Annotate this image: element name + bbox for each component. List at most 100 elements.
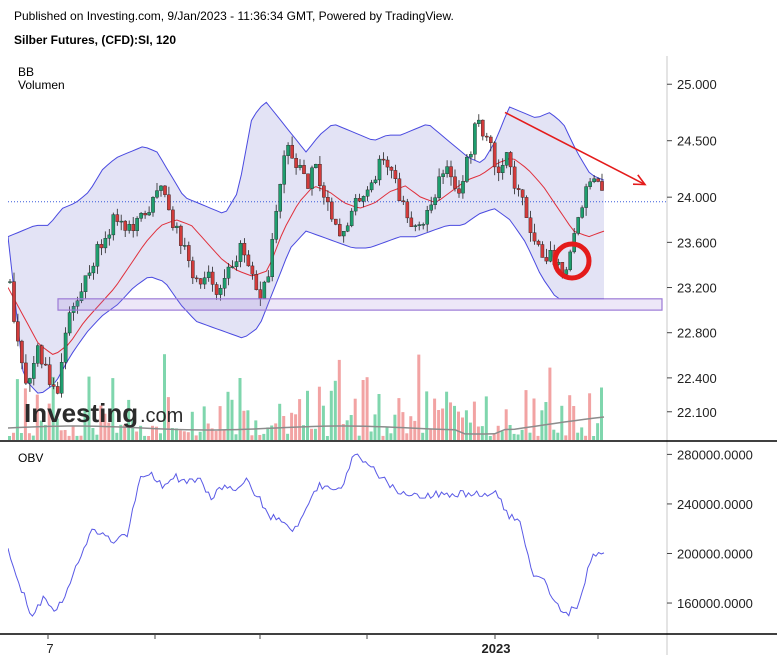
obv-tick-label: 160000.0000 [677, 596, 753, 611]
volume-bar [250, 435, 254, 440]
volume-bar [528, 432, 532, 440]
volume-indicator-label[interactable]: Volumen [18, 78, 65, 92]
candle [159, 185, 163, 197]
candle [179, 224, 183, 254]
candle [111, 212, 116, 241]
candle [135, 216, 139, 237]
candle [389, 166, 394, 179]
volume-bar [377, 394, 381, 440]
candle [83, 275, 88, 300]
volume-bar [47, 403, 51, 440]
trendline[interactable] [504, 111, 646, 186]
volume-bar [35, 394, 39, 440]
candle [600, 173, 604, 191]
obv-tick-label: 280000.0000 [677, 447, 753, 462]
candle [198, 278, 203, 289]
volume-bar [91, 428, 95, 440]
candle [397, 172, 402, 202]
price-tick-label: 22.800 [677, 326, 717, 341]
volume-bar [274, 423, 278, 440]
watermark-brand: Investing [24, 398, 138, 428]
candle [504, 152, 509, 169]
volume-bar [83, 408, 87, 440]
price-tick-label: 22.100 [677, 405, 717, 420]
candle [489, 135, 493, 152]
bollinger-basis-line [8, 158, 605, 355]
volume-bar [214, 431, 218, 440]
volume-bar [123, 424, 127, 440]
marked-low-circle[interactable] [552, 241, 592, 281]
price-tick-label: 24.000 [677, 190, 717, 205]
candle [584, 183, 588, 216]
candle [492, 141, 497, 176]
support-zone[interactable] [57, 298, 663, 311]
volume-bar [449, 402, 452, 440]
candle [477, 114, 481, 127]
candle [318, 156, 322, 192]
candle [59, 353, 64, 398]
candle [254, 270, 259, 291]
candle [266, 270, 271, 283]
candle [175, 222, 179, 234]
candle [481, 119, 485, 141]
candle [421, 222, 426, 230]
volume-bar [19, 433, 23, 440]
candle [131, 217, 136, 238]
candle [143, 210, 147, 219]
volume-bar [15, 379, 19, 440]
candle [433, 194, 437, 210]
volume-bar [79, 435, 83, 440]
volume-bar [445, 391, 449, 440]
candle [28, 377, 32, 392]
candle [163, 185, 167, 198]
volume-bar [174, 428, 178, 440]
volume-bar [437, 410, 441, 440]
price-tick-label: 23.200 [677, 281, 717, 296]
candle [508, 151, 513, 175]
volume-bar [270, 425, 274, 440]
volume-bar [95, 434, 99, 440]
candle [441, 169, 445, 184]
volume-bar [31, 435, 35, 440]
volume-bar [556, 432, 560, 440]
candle [361, 195, 366, 208]
volume-bar [198, 431, 202, 440]
volume-bar [107, 422, 111, 440]
volume-bar [115, 432, 119, 440]
candle [282, 150, 287, 194]
volume-bar [492, 434, 496, 440]
candle [226, 263, 231, 286]
volume-bar [75, 435, 79, 440]
volume-bar [468, 422, 472, 440]
volume-bar [166, 397, 170, 440]
volume-bar [329, 390, 333, 440]
volume-bar [508, 425, 512, 440]
bb-indicator-label[interactable]: BB [18, 65, 35, 79]
candle [345, 222, 350, 233]
volume-bar [564, 435, 568, 440]
volume-bar [453, 405, 456, 440]
candle [461, 175, 465, 199]
candle [71, 302, 76, 321]
candle [298, 159, 302, 171]
candle [8, 279, 12, 284]
candle [485, 132, 489, 142]
volume-bar [246, 410, 250, 440]
volume-bar [242, 410, 246, 440]
volume-bar [310, 428, 313, 440]
candle [230, 260, 235, 269]
volume-bar [512, 433, 516, 440]
volume-bar [87, 376, 91, 440]
obv-indicator-label[interactable]: OBV [18, 451, 44, 465]
candle [123, 220, 127, 237]
candle [75, 296, 80, 314]
candle [127, 220, 131, 234]
volume-bar [429, 428, 433, 440]
candle [194, 275, 199, 283]
candle [238, 240, 243, 268]
candle [342, 230, 346, 243]
volume-bar [580, 427, 584, 440]
volume-bar [155, 426, 158, 440]
volume-bar [596, 423, 600, 440]
